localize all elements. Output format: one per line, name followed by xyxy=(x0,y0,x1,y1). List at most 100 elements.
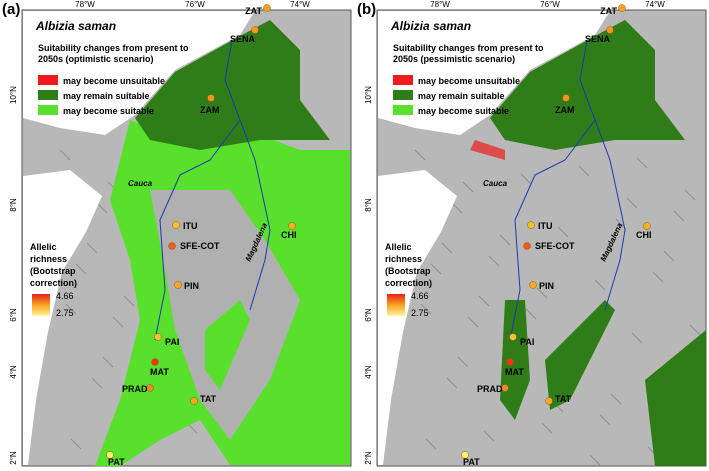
relief xyxy=(430,263,442,275)
site-label: SFE-COT xyxy=(180,241,220,251)
relief xyxy=(462,181,474,193)
richness-gradient xyxy=(387,294,405,316)
relief xyxy=(70,438,82,450)
relief xyxy=(541,422,553,434)
site-label: PRAD xyxy=(477,384,503,394)
relief xyxy=(478,295,490,307)
relief xyxy=(652,271,664,283)
site-label: ZAT xyxy=(600,6,617,16)
relief xyxy=(414,149,426,161)
legend-swatch xyxy=(38,90,58,100)
site-label: TAT xyxy=(200,394,217,404)
map-panel: 78°W 76°W 74°W 10°N 8°N 6°N 4°N 2°N Albizia sama… xyxy=(364,0,707,467)
site-marker xyxy=(288,222,296,230)
lon-label: 74°W xyxy=(645,0,665,9)
relief xyxy=(446,377,458,389)
site-marker xyxy=(251,26,259,34)
site-marker xyxy=(172,221,180,229)
caribbean-sea xyxy=(23,11,255,135)
richness-title: correction) xyxy=(385,278,432,288)
remain-area xyxy=(490,20,685,150)
legend-item: may become suitable xyxy=(63,106,154,116)
lat-label: 8°N xyxy=(9,198,18,212)
relief xyxy=(91,377,103,389)
lat-label: 2°N xyxy=(364,451,373,465)
richness-min: 2.75 xyxy=(56,308,74,318)
richness-title: (Bootstrap xyxy=(385,266,431,276)
lon-label: 76°W xyxy=(185,0,205,9)
site-label: ZAT xyxy=(245,6,262,16)
legend-swatch xyxy=(393,105,413,115)
site-marker xyxy=(643,222,651,230)
legend-title: Suitability changes from present to xyxy=(393,43,544,53)
relief xyxy=(86,242,98,254)
relief xyxy=(589,454,601,466)
site-label: PAT xyxy=(463,457,480,467)
site-label: MAT xyxy=(150,367,169,377)
pacific-ocean xyxy=(23,170,102,465)
richness-title: Allelic xyxy=(30,242,57,252)
river xyxy=(154,119,241,341)
legend-item: may remain suitable xyxy=(63,91,150,101)
site-marker xyxy=(501,384,509,392)
site-marker xyxy=(263,4,271,12)
site-marker xyxy=(545,397,553,405)
river xyxy=(509,119,596,341)
site-marker xyxy=(154,333,162,341)
relief xyxy=(636,157,648,169)
site-label: ZAM xyxy=(555,105,575,115)
relief xyxy=(441,242,453,254)
relief xyxy=(594,279,606,291)
site-marker xyxy=(606,26,614,34)
relief xyxy=(520,173,532,185)
site-label: CHI xyxy=(281,230,297,240)
site-label: TAT xyxy=(555,394,572,404)
relief xyxy=(59,149,71,161)
relief xyxy=(102,356,114,368)
relief xyxy=(488,255,500,267)
site-label: PAI xyxy=(520,337,534,347)
relief xyxy=(75,263,87,275)
lat-label: 4°N xyxy=(9,365,18,379)
site-marker xyxy=(461,451,469,459)
legend-swatch xyxy=(38,75,58,85)
lat-label: 6°N xyxy=(364,308,373,322)
site-label: PRAD xyxy=(122,384,148,394)
map-panel: 78°W 76°W 74°W 10°N 8°N 6°N 4°N 2°N Albizia sama… xyxy=(9,0,352,467)
site-marker xyxy=(190,397,198,405)
site-label: ITU xyxy=(183,221,198,231)
legend-item: may become unsuitable xyxy=(418,76,520,86)
relief xyxy=(65,303,77,315)
site-marker xyxy=(506,358,514,366)
site-label: ZAM xyxy=(200,105,220,115)
lon-label: 78°W xyxy=(430,0,450,9)
lat-label: 8°N xyxy=(364,198,373,212)
legend-item: may remain suitable xyxy=(418,91,505,101)
relief xyxy=(557,226,569,238)
relief xyxy=(467,316,479,328)
lost-area xyxy=(470,140,505,160)
lat-label: 6°N xyxy=(9,308,18,322)
relief xyxy=(536,287,548,299)
relief xyxy=(483,430,495,442)
relief xyxy=(123,295,135,307)
panel-label: (b) xyxy=(357,1,376,18)
richness-max: 4.66 xyxy=(56,291,74,301)
site-label: PIN xyxy=(539,281,554,291)
legend-title: 2050s (optimistic scenario) xyxy=(38,54,154,64)
site-label: MAT xyxy=(505,367,524,377)
species-name: Albizia saman xyxy=(390,19,471,33)
site-label: PAI xyxy=(165,337,179,347)
remain-area xyxy=(135,20,330,150)
richness-title: Allelic xyxy=(385,242,412,252)
relief xyxy=(451,202,463,214)
relief xyxy=(626,197,638,209)
site-marker xyxy=(527,221,535,229)
relief xyxy=(599,414,611,426)
relief xyxy=(631,332,643,344)
caribbean-sea xyxy=(378,11,610,135)
legend-item: may become suitable xyxy=(418,106,509,116)
lat-label: 2°N xyxy=(9,451,18,465)
richness-gradient xyxy=(32,294,50,316)
relief xyxy=(610,393,622,405)
